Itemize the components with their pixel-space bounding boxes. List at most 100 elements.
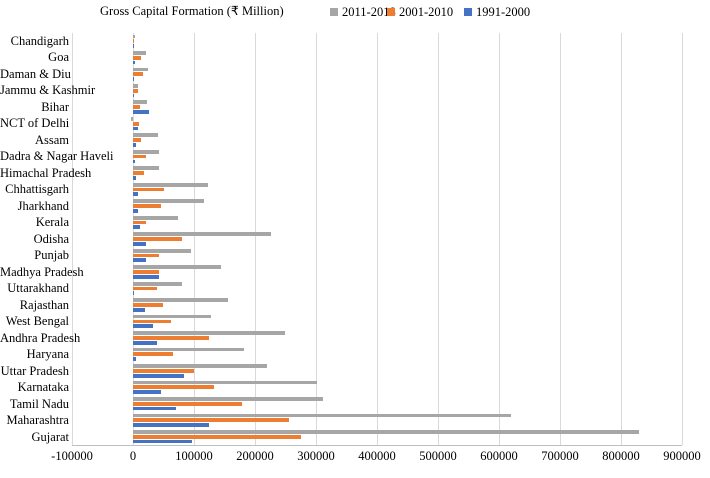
bar-2011-2018 <box>133 314 212 319</box>
bar-1991-2000 <box>133 241 147 246</box>
bar-2011-2018 <box>131 116 133 121</box>
bar-2011-2018 <box>133 100 148 105</box>
bar-2001-2010 <box>133 270 159 274</box>
legend-item-2001-2010: 2001-2010 <box>387 5 453 19</box>
gridline--100000 <box>71 33 73 445</box>
legend-label-1991-2000: 1991-2000 <box>476 4 531 19</box>
gridline-700000 <box>559 33 561 445</box>
x-tick-label: 400000 <box>358 449 396 463</box>
bar-2011-2018 <box>133 281 183 286</box>
bar-2001-2010 <box>133 237 182 241</box>
x-tick-label: 300000 <box>297 449 335 463</box>
legend-label-2001-2010: 2001-2010 <box>399 4 454 19</box>
bar-2011-2018 <box>133 364 267 368</box>
chart-title: Gross Capital Formation (₹ Million) <box>100 4 284 18</box>
bar-2011-2018 <box>133 248 191 253</box>
bar-1991-2000 <box>133 93 134 98</box>
category-label: Himachal Pradesh <box>0 165 92 180</box>
bar-2011-2018 <box>133 67 149 72</box>
bar-2001-2010 <box>133 352 174 357</box>
category-label: Uttar Pradesh <box>0 363 69 378</box>
gridline-200000 <box>254 33 256 445</box>
category-label: Jharkhand <box>17 198 69 213</box>
category-label: West Bengal <box>5 314 69 329</box>
category-label: Jammu & Kashmir <box>0 83 96 98</box>
bar-1991-2000 <box>133 208 139 213</box>
bar-1991-2000 <box>133 439 192 444</box>
bar-2001-2010 <box>133 138 141 143</box>
legend-swatch-1991-2000 <box>464 8 472 16</box>
bar-2001-2010 <box>133 121 140 126</box>
bar-2011-2018 <box>133 380 318 385</box>
gridline-400000 <box>376 33 378 445</box>
bar-1991-2000 <box>133 390 162 395</box>
bar-1991-2000 <box>133 373 184 378</box>
category-label: Haryana <box>26 347 69 362</box>
bar-2001-2010 <box>133 286 157 291</box>
category-label: Odisha <box>33 231 69 246</box>
category-label: Tamil Nadu <box>9 396 69 411</box>
bar-1991-2000 <box>133 60 136 65</box>
bar-2001-2010 <box>133 55 141 60</box>
category-label: Punjab <box>34 248 69 263</box>
bar-1991-2000 <box>133 357 137 362</box>
category-label: Karnataka <box>17 380 69 395</box>
x-tick-label: 600000 <box>480 449 518 463</box>
bar-2011-2018 <box>133 265 221 270</box>
category-label: NCT of Delhi <box>0 116 70 131</box>
category-label: Madhya Pradesh <box>0 264 84 279</box>
bar-2011-2018 <box>133 199 205 204</box>
category-label: Dadra & Nagar Haveli <box>0 149 114 164</box>
bar-2011-2018 <box>133 331 285 335</box>
plot-area <box>71 33 683 446</box>
x-axis: -100000 0 100000 200000 300000 400000 500000 60… <box>0 449 710 467</box>
bar-1991-2000 <box>133 126 139 131</box>
bar-2001-2010 <box>133 335 210 340</box>
bar-2001-2010 <box>133 418 289 423</box>
bar-1991-2000 <box>133 406 176 411</box>
x-axis-line <box>72 445 682 446</box>
bar-2011-2018 <box>133 232 271 237</box>
bar-1991-2000 <box>133 77 135 81</box>
x-tick-label: 500000 <box>419 449 457 463</box>
gridline-300000 <box>315 33 317 445</box>
legend-label-2011-2018: 2011-2018 <box>342 4 396 19</box>
bar-2001-2010 <box>133 368 194 373</box>
bar-2001-2010 <box>133 72 144 77</box>
bar-2001-2010 <box>133 401 242 406</box>
category-axis: Chandigarh Goa Daman & Diu Jammu & Kashmir B… <box>0 33 114 445</box>
bar-1991-2000 <box>133 143 137 147</box>
category-label: Assam <box>34 132 69 147</box>
legend-item-2011-2018: 2011-2018 <box>330 5 396 19</box>
bar-1991-2000 <box>133 274 159 279</box>
bar-1991-2000 <box>133 175 137 180</box>
x-tick-label: 100000 <box>175 449 213 463</box>
bar-1991-2000 <box>133 291 134 296</box>
x-tick-label: 900000 <box>663 449 701 463</box>
category-label: Maharashtra <box>6 413 69 428</box>
gridline-800000 <box>620 33 622 445</box>
bar-2001-2010 <box>133 154 146 159</box>
bar-2001-2010 <box>133 39 134 44</box>
bar-2011-2018 <box>133 215 178 220</box>
category-label: Gujarat <box>31 429 69 444</box>
category-label: Chhattisgarh <box>5 182 69 197</box>
gridline-500000 <box>437 33 439 445</box>
bar-2001-2010 <box>133 385 214 390</box>
gridline-600000 <box>498 33 500 445</box>
bar-2011-2018 <box>133 347 245 352</box>
x-tick-label: 0 <box>129 449 137 463</box>
bar-2001-2010 <box>133 303 163 307</box>
legend-item-1991-2000: 1991-2000 <box>464 5 530 19</box>
x-tick-label: -100000 <box>51 449 93 463</box>
category-label: Andhra Pradesh <box>0 330 81 345</box>
bar-2001-2010 <box>133 187 165 192</box>
bar-2011-2018 <box>133 149 159 154</box>
bar-2001-2010 <box>133 434 301 439</box>
bar-2011-2018 <box>133 298 229 303</box>
bar-1991-2000 <box>133 44 134 48</box>
bar-2011-2018 <box>133 83 139 88</box>
bar-2001-2010 <box>133 88 138 93</box>
bar-2011-2018 <box>133 182 209 187</box>
